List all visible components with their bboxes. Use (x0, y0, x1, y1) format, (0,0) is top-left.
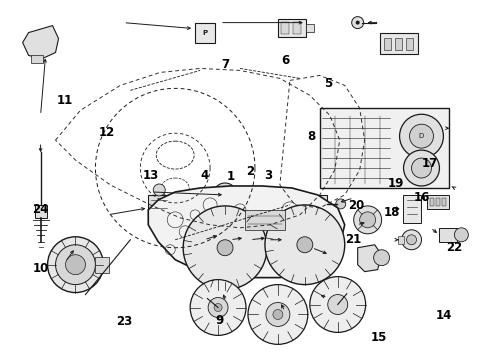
Circle shape (336, 199, 346, 209)
FancyBboxPatch shape (442, 198, 446, 206)
FancyBboxPatch shape (403, 195, 420, 223)
Text: 5: 5 (324, 77, 332, 90)
Text: 7: 7 (221, 58, 229, 71)
FancyBboxPatch shape (320, 108, 449, 188)
Circle shape (48, 237, 103, 293)
Text: 16: 16 (414, 191, 430, 204)
FancyBboxPatch shape (440, 228, 457, 242)
Circle shape (404, 150, 440, 186)
FancyBboxPatch shape (295, 195, 327, 213)
FancyBboxPatch shape (245, 210, 285, 230)
Circle shape (213, 183, 237, 207)
Circle shape (266, 302, 290, 327)
Circle shape (454, 228, 468, 242)
Circle shape (407, 235, 416, 245)
Text: 8: 8 (307, 130, 315, 143)
Circle shape (401, 230, 421, 250)
Text: 1: 1 (226, 170, 234, 183)
Circle shape (356, 21, 360, 24)
Text: 2: 2 (246, 165, 254, 177)
FancyBboxPatch shape (397, 236, 404, 244)
FancyBboxPatch shape (394, 37, 401, 50)
Text: 11: 11 (57, 94, 74, 107)
FancyBboxPatch shape (437, 198, 441, 206)
Text: 18: 18 (383, 207, 400, 220)
Polygon shape (23, 26, 58, 58)
Text: P: P (202, 30, 208, 36)
Text: 21: 21 (345, 233, 362, 246)
Text: 3: 3 (265, 169, 272, 182)
FancyBboxPatch shape (195, 23, 215, 42)
Circle shape (190, 280, 246, 336)
Text: D: D (419, 133, 424, 139)
FancyBboxPatch shape (431, 198, 435, 206)
Circle shape (310, 276, 366, 332)
FancyBboxPatch shape (30, 55, 43, 63)
Circle shape (219, 189, 231, 201)
Text: 12: 12 (99, 126, 115, 139)
Circle shape (55, 245, 96, 285)
Text: 20: 20 (348, 199, 365, 212)
Circle shape (352, 17, 364, 28)
Circle shape (183, 206, 267, 289)
Circle shape (354, 206, 382, 234)
Circle shape (208, 298, 228, 318)
Text: 13: 13 (143, 169, 159, 182)
Circle shape (66, 255, 85, 275)
FancyBboxPatch shape (148, 195, 170, 215)
Polygon shape (35, 205, 47, 218)
FancyBboxPatch shape (406, 37, 413, 50)
Circle shape (217, 240, 233, 256)
Circle shape (410, 124, 434, 148)
Text: 22: 22 (446, 241, 462, 254)
Text: 10: 10 (33, 262, 49, 275)
Text: 14: 14 (436, 309, 453, 322)
Circle shape (360, 212, 376, 228)
Circle shape (265, 205, 345, 285)
Text: 15: 15 (371, 330, 388, 343)
Circle shape (399, 114, 443, 158)
Text: 17: 17 (421, 157, 438, 170)
Circle shape (153, 184, 165, 196)
Circle shape (374, 250, 390, 266)
Text: 19: 19 (387, 177, 404, 190)
Text: 24: 24 (32, 203, 49, 216)
FancyBboxPatch shape (384, 37, 391, 50)
Polygon shape (148, 186, 345, 278)
FancyBboxPatch shape (96, 257, 109, 273)
FancyBboxPatch shape (281, 22, 289, 33)
Circle shape (328, 294, 348, 315)
Text: 6: 6 (281, 54, 289, 67)
FancyBboxPatch shape (306, 24, 314, 32)
Circle shape (412, 158, 432, 178)
Circle shape (297, 237, 313, 253)
Text: 9: 9 (216, 314, 224, 327)
FancyBboxPatch shape (380, 32, 417, 54)
Text: 4: 4 (201, 169, 209, 182)
FancyBboxPatch shape (278, 19, 306, 37)
Polygon shape (358, 245, 382, 272)
FancyBboxPatch shape (427, 195, 449, 209)
Circle shape (248, 285, 308, 345)
Text: 23: 23 (116, 315, 132, 328)
FancyBboxPatch shape (293, 22, 301, 33)
Circle shape (214, 303, 222, 311)
Circle shape (273, 310, 283, 319)
